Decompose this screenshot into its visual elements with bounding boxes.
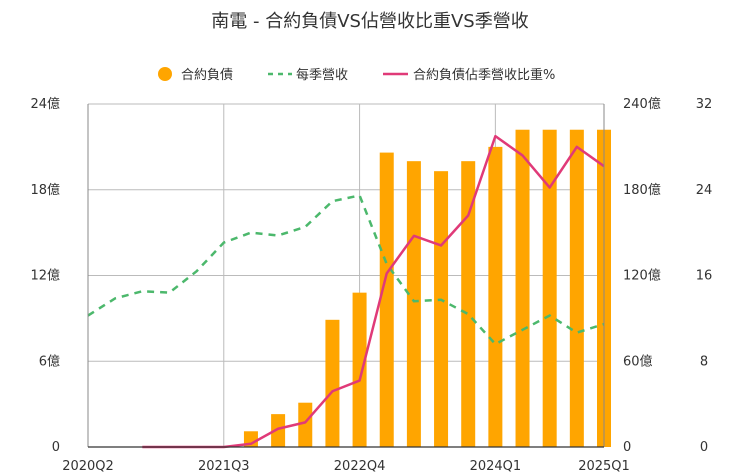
x-tick-label: 2024Q1 <box>470 459 522 474</box>
legend: 合約負債 每季營收 合約負債佔季營收比重% <box>158 67 555 83</box>
legend-bar-label: 合約負債 <box>181 68 233 83</box>
bar[interactable] <box>515 129 530 447</box>
legend-item-bar[interactable]: 合約負債 <box>158 67 233 83</box>
legend-ratio-label: 合約負債佔季營收比重% <box>413 67 555 83</box>
bar-series <box>243 129 611 447</box>
bar[interactable] <box>352 292 367 447</box>
y-right2-tick-label: 8 <box>700 354 708 369</box>
legend-item-revenue[interactable]: 每季營收 <box>268 67 348 83</box>
bar[interactable] <box>298 402 313 447</box>
y-left-tick-label: 18億 <box>30 182 60 198</box>
y-right1-tick-label: 0 <box>623 440 631 455</box>
bar[interactable] <box>569 129 584 447</box>
x-tick-label: 2025Q1 <box>578 459 630 474</box>
legend-bar-marker <box>158 67 172 81</box>
bar[interactable] <box>488 146 503 447</box>
y-right1-tick-label: 180億 <box>623 182 661 198</box>
y-right2-tick-label: 16 <box>696 269 713 284</box>
bar[interactable] <box>325 319 340 447</box>
y-right1-tick-label: 60億 <box>623 353 653 369</box>
axes: 0 6億 12億 18億 24億 0 60億 120億 180億 240億 0 8 16 24 32 2020… <box>30 96 712 474</box>
y-left-tick-label: 0 <box>52 440 60 455</box>
legend-item-ratio[interactable]: 合約負債佔季營收比重% <box>383 67 555 83</box>
bar[interactable] <box>434 171 449 447</box>
y-right1-tick-label: 240億 <box>623 96 661 112</box>
ratio-line[interactable] <box>142 134 605 449</box>
y-left-tick-label: 6億 <box>39 353 60 369</box>
y-right1-tick-label: 120億 <box>623 268 661 284</box>
bar[interactable] <box>406 161 421 447</box>
x-tick-label: 2022Q4 <box>334 459 386 474</box>
y-left-tick-label: 24億 <box>30 96 60 112</box>
bar[interactable] <box>542 129 557 447</box>
bar[interactable] <box>379 152 394 447</box>
x-tick-label: 2021Q3 <box>198 459 250 474</box>
y-right2-tick-label: 32 <box>696 97 713 112</box>
revenue-line[interactable] <box>87 194 605 346</box>
bar[interactable] <box>271 414 286 447</box>
y-left-tick-label: 12億 <box>30 268 60 284</box>
bar[interactable] <box>461 161 476 447</box>
legend-revenue-label: 每季營收 <box>296 67 348 83</box>
chart-title: 南電 - 合約負債VS佔營收比重VS季營收 <box>211 11 528 32</box>
x-tick-label: 2020Q2 <box>62 459 114 474</box>
y-right2-tick-label: 24 <box>696 183 713 198</box>
y-right2-tick-label: 0 <box>700 440 708 455</box>
